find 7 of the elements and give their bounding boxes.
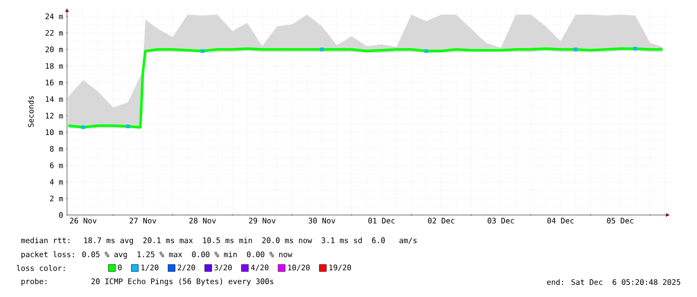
point [574,48,578,52]
point [81,125,85,130]
point [320,48,324,52]
point [424,49,428,53]
point [633,46,637,50]
point [200,49,204,53]
point [126,124,130,128]
